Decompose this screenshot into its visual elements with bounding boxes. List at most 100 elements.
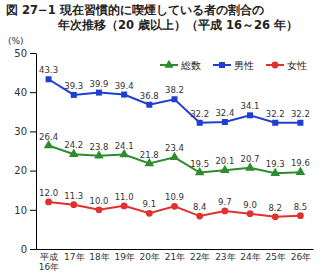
- legend: 総数 男性 女性: [160, 60, 307, 71]
- tick-label: 26年: [291, 252, 311, 262]
- tick-label: 30: [14, 126, 27, 137]
- title: 年次推移（20 歳以上）（平成 16～26 年）: [57, 18, 298, 32]
- tick-mark: [30, 131, 36, 132]
- tick-label-line: 20年: [140, 252, 160, 262]
- marker: [121, 92, 127, 98]
- marker: [221, 208, 228, 215]
- tick-label-line: 平成: [40, 252, 58, 262]
- tick-label-line: 23年: [215, 252, 235, 262]
- data-label: 39.9: [89, 79, 108, 89]
- tick-label: 17年: [64, 252, 84, 262]
- tick-label-line: 22年: [190, 252, 210, 262]
- tick: 22年: [190, 249, 210, 262]
- legend-item: 男性: [213, 60, 254, 71]
- data-label: 11.0: [115, 192, 134, 202]
- data-label: 26.4: [39, 132, 58, 142]
- marks: [44, 76, 305, 220]
- tick-label-line: 16年: [39, 262, 59, 272]
- tick-label: 10: [14, 205, 27, 216]
- data-label: 43.3: [39, 65, 58, 75]
- data-label: 20.7: [241, 154, 260, 164]
- title: 図 27−1 現在習慣的に喫煙している者の割合の: [6, 3, 264, 17]
- data-label: 19.6: [291, 158, 310, 168]
- tick: 19年: [114, 249, 134, 262]
- x-axis: 平成16年 17年 18年 19年 20年 21年 22年 23年 24年 25年 26年: [37, 249, 314, 272]
- tick-label-line: 25年: [266, 252, 286, 262]
- tick-label-line: 17年: [64, 252, 84, 262]
- tick-label: 18年: [89, 252, 109, 262]
- data-label: 24.1: [115, 141, 134, 151]
- data-label: 8.2: [268, 203, 282, 213]
- tick-label: 0: [21, 244, 27, 255]
- data-label: 19.5: [190, 159, 209, 169]
- tick: 18年: [89, 249, 109, 262]
- data-label: 32.4: [215, 108, 234, 118]
- marker: [272, 120, 278, 126]
- data-label: 23.8: [89, 142, 108, 152]
- tick: 40: [14, 87, 36, 98]
- marker: [247, 210, 254, 217]
- tick-label: 40: [14, 87, 27, 98]
- marker: [146, 210, 153, 217]
- data-label: 24.2: [64, 140, 83, 150]
- data-label: 36.8: [140, 91, 159, 101]
- marker: [121, 202, 128, 209]
- tick-label-line: 19年: [114, 252, 134, 262]
- tick: 50: [14, 48, 36, 59]
- data-label: 20.1: [215, 156, 234, 166]
- marker: [297, 120, 303, 126]
- tick-label: 平成16年: [39, 252, 59, 272]
- x-axis-line: [37, 249, 314, 250]
- legend-marker: [219, 62, 225, 68]
- tick-mark: [30, 249, 36, 250]
- tick-label: 19年: [114, 252, 134, 262]
- marker: [172, 96, 178, 102]
- data-label: 32.2: [190, 109, 209, 119]
- tick: 17年: [64, 249, 84, 262]
- legend-item: 総数: [160, 60, 201, 71]
- tick: 25年: [266, 249, 286, 262]
- tick: 26年: [291, 249, 311, 262]
- tick-label: 20: [14, 165, 27, 176]
- marker: [96, 90, 102, 96]
- line: [49, 202, 301, 217]
- data-label: 23.4: [165, 143, 184, 153]
- data-label: 19.3: [266, 159, 285, 169]
- marker: [196, 213, 203, 220]
- legend-marker: [164, 60, 173, 68]
- marker: [297, 212, 304, 219]
- tick-label: 23年: [215, 252, 235, 262]
- y-axis-line: [36, 54, 37, 250]
- chart: 図 27−1 現在習慣的に喫煙している者の割合の年次推移（20 歳以上）（平成 …: [0, 0, 321, 275]
- data-label: 10.9: [165, 192, 184, 202]
- marker: [247, 112, 253, 118]
- marker: [197, 120, 203, 126]
- tick: 23年: [215, 249, 235, 262]
- tick-label-line: 21年: [165, 252, 185, 262]
- tick-label-line: 26年: [291, 252, 311, 262]
- data-label: 9.1: [143, 199, 157, 209]
- tick: 20: [14, 165, 36, 176]
- legend-marker: [272, 62, 279, 69]
- tick-mark: [30, 210, 36, 211]
- legend-label: 総数: [180, 60, 201, 71]
- tick: 24年: [240, 249, 260, 262]
- marker: [171, 203, 178, 210]
- data-label: 11.3: [64, 191, 83, 201]
- data-label: 21.8: [140, 150, 159, 160]
- tick-label-line: 24年: [240, 252, 260, 262]
- data-label: 9.0: [243, 200, 257, 210]
- data-labels: 26.4 24.2 23.8 24.1 21.8 23.4 19.5 20.1 20.7 19.3…: [39, 65, 310, 213]
- legend-label: 女性: [287, 60, 307, 71]
- tick-label: 24年: [240, 252, 260, 262]
- data-label: 34.1: [241, 101, 260, 111]
- marker: [146, 102, 152, 108]
- legend-item: 女性: [266, 60, 307, 71]
- data-label: 8.5: [294, 202, 308, 212]
- tick: 0: [21, 244, 36, 255]
- tick: 30: [14, 126, 36, 137]
- tick-label: 20年: [140, 252, 160, 262]
- tick: 10: [14, 205, 36, 216]
- data-label: 10.0: [89, 196, 108, 206]
- marker: [222, 119, 228, 125]
